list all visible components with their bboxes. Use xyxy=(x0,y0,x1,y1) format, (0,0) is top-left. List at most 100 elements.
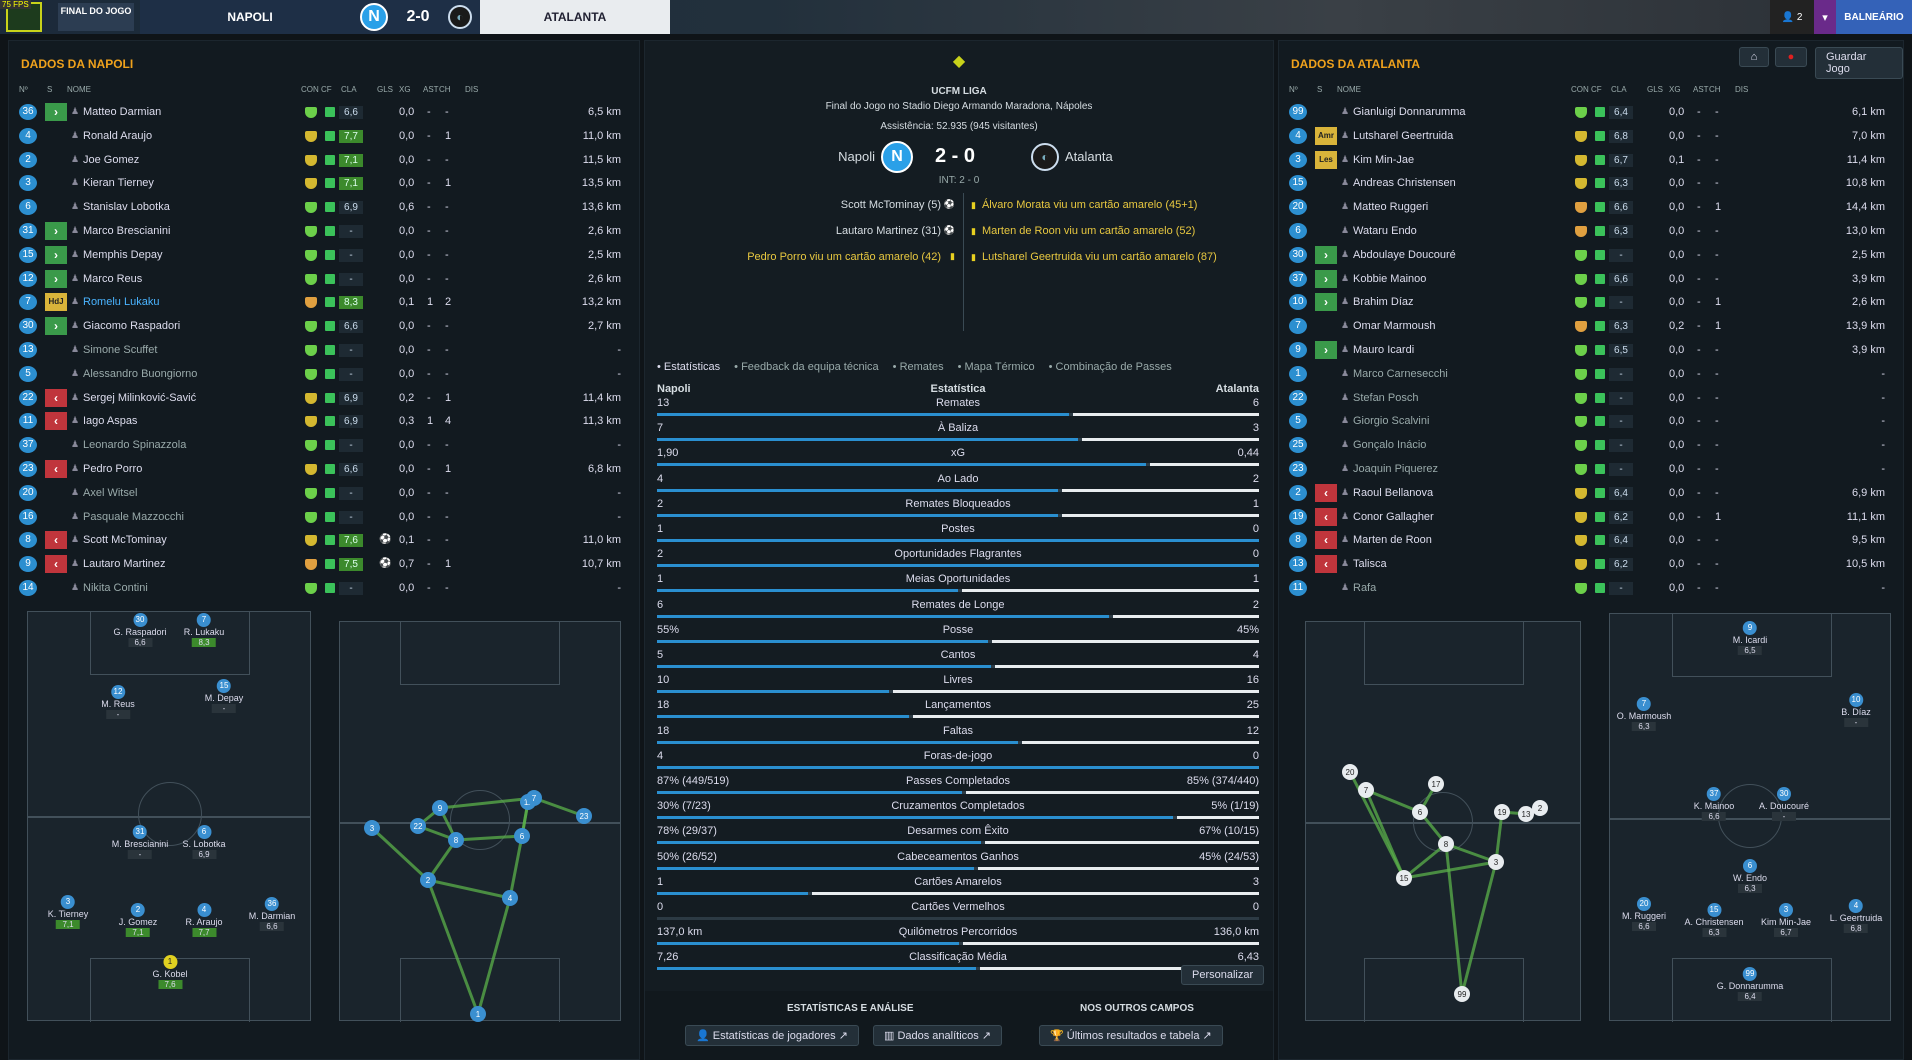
table-row[interactable]: 7 HdJ ♟ Romelu Lukaku 8,3 0,1 1 2 13,2 km xyxy=(19,291,621,315)
table-row[interactable]: 20 ♟ Matteo Ruggeri 6,6 0,0- 1 14,4 km xyxy=(1289,196,1885,220)
player-name[interactable]: Brahim Díaz xyxy=(1353,296,1414,309)
player-name[interactable]: Alessandro Buongiorno xyxy=(83,367,198,380)
pass-node[interactable] xyxy=(470,1006,486,1022)
table-row[interactable]: 31 › ♟ Marco Brescianini -0,0- -2,6 km xyxy=(19,220,621,244)
player-name[interactable]: Kieran Tierney xyxy=(83,177,154,190)
player-stats-button[interactable]: 👤 Estatísticas de jogadores ↗ xyxy=(685,1025,859,1046)
table-row[interactable]: 7 ♟ Omar Marmoush 6,3 0,2- 1 13,9 km xyxy=(1289,315,1885,339)
table-row[interactable]: 99 ♟ Gianluigi Donnarumma 6,4 0,0- -6,1 km xyxy=(1289,101,1885,125)
pass-node[interactable] xyxy=(1494,804,1510,820)
player-name[interactable]: Pasquale Mazzocchi xyxy=(83,510,184,523)
formation-player[interactable]: 2 J. Gomez 7,1 xyxy=(119,903,157,937)
player-name[interactable]: Marco Brescianini xyxy=(83,224,171,237)
table-row[interactable]: 13 ‹ ♟ Talisca 6,2 0,0- -10,5 km xyxy=(1289,553,1885,577)
player-name[interactable]: Gianluigi Donnarumma xyxy=(1353,106,1466,118)
formation-player[interactable]: 36 M. Darmian 6,6 xyxy=(249,897,295,931)
formation-player[interactable]: 31 M. Brescianini - xyxy=(112,825,168,859)
player-name[interactable]: Kobbie Mainoo xyxy=(1353,272,1427,285)
table-row[interactable]: 11 ♟ Rafa -0,0- - - xyxy=(1289,577,1885,601)
player-name[interactable]: Omar Marmoush xyxy=(1353,320,1436,333)
table-row[interactable]: 13 ♟ Simone Scuffet -0,0- - - xyxy=(19,339,621,363)
player-name[interactable]: Lautaro Martinez xyxy=(83,558,166,571)
formation-player[interactable]: 4 L. Geertruida 6,8 xyxy=(1830,899,1882,933)
table-row[interactable]: 15 › ♟ Memphis Depay -0,0- -2,5 km xyxy=(19,244,621,268)
player-name[interactable]: Stefan Posch xyxy=(1353,391,1419,404)
formation-player[interactable]: 9 M. Icardi 6,5 xyxy=(1733,621,1767,655)
player-name[interactable]: Matteo Ruggeri xyxy=(1353,201,1429,214)
pass-node[interactable] xyxy=(432,800,448,816)
player-name[interactable]: Lutsharel Geertruida xyxy=(1353,129,1454,142)
pass-node[interactable] xyxy=(1358,782,1374,798)
pass-node[interactable] xyxy=(1428,776,1444,792)
formation-player[interactable]: 3 Kim Min-Jae 6,7 xyxy=(1761,903,1811,937)
formation-player[interactable]: 10 B. Díaz - xyxy=(1841,693,1871,727)
home-icon[interactable]: ⌂ xyxy=(1739,47,1769,67)
table-row[interactable]: 37 › ♟ Kobbie Mainoo 6,6 0,0- -3,9 km xyxy=(1289,268,1885,292)
tab-1[interactable]: • Feedback da equipa técnica xyxy=(734,361,879,373)
pass-node[interactable] xyxy=(1454,986,1470,1002)
pass-node[interactable] xyxy=(1518,806,1534,822)
formation-player[interactable]: 99 G. Donnarumma 6,4 xyxy=(1717,967,1783,1001)
table-row[interactable]: 2 ‹ ♟ Raoul Bellanova 6,4 0,0- -6,9 km xyxy=(1289,482,1885,506)
table-row[interactable]: 22 ‹ ♟ Sergej Milinković-Savić 6,9 0,2- 1 11,4 … xyxy=(19,387,621,411)
analytics-button[interactable]: ▥ Dados analíticos ↗ xyxy=(873,1025,1003,1046)
pass-node[interactable] xyxy=(1488,854,1504,870)
table-row[interactable]: 25 ♟ Gonçalo Inácio -0,0- - - xyxy=(1289,434,1885,458)
player-name[interactable]: Stanislav Lobotka xyxy=(83,201,170,214)
pass-node[interactable] xyxy=(514,828,530,844)
formation-player[interactable]: 37 K. Mainoo 6,6 xyxy=(1694,787,1734,821)
table-row[interactable]: 12 › ♟ Marco Reus -0,0- -2,6 km xyxy=(19,268,621,292)
formation-player[interactable]: 6 S. Lobotka 6,9 xyxy=(182,825,226,859)
player-name[interactable]: Marco Reus xyxy=(83,272,143,285)
player-name[interactable]: Raoul Bellanova xyxy=(1353,486,1434,499)
pass-node[interactable] xyxy=(420,872,436,888)
formation-player[interactable]: 6 W. Endo 6,3 xyxy=(1733,859,1767,893)
player-name[interactable]: Scott McTominay xyxy=(83,534,167,547)
table-row[interactable]: 6 ♟ Wataru Endo 6,3 0,0- -13,0 km xyxy=(1289,220,1885,244)
pass-node[interactable] xyxy=(410,818,426,834)
results-button[interactable]: 🏆 Últimos resultados e tabela ↗ xyxy=(1039,1025,1223,1046)
formation-player[interactable]: 20 M. Ruggeri 6,6 xyxy=(1622,897,1666,931)
table-row[interactable]: 2 ♟ Joe Gomez 7,1 0,0- -11,5 km xyxy=(19,149,621,173)
formation-player[interactable]: 30 G. Raspadori 6,6 xyxy=(113,613,167,647)
player-name[interactable]: Mauro Icardi xyxy=(1353,343,1415,356)
pass-node[interactable] xyxy=(1532,800,1548,816)
table-row[interactable]: 14 ♟ Nikita Contini -0,0- - - xyxy=(19,577,621,601)
formation-player[interactable]: 1 G. Kobel 7,6 xyxy=(152,955,188,989)
formation-player[interactable]: 15 A. Christensen 6,3 xyxy=(1684,903,1744,937)
pass-node[interactable] xyxy=(1412,804,1428,820)
player-name[interactable]: Conor Gallagher xyxy=(1353,510,1434,523)
table-row[interactable]: 20 ♟ Axel Witsel -0,0- - - xyxy=(19,482,621,506)
pass-node[interactable] xyxy=(526,790,542,806)
formation-player[interactable]: 12 M. Reus - xyxy=(101,685,135,719)
table-row[interactable]: 23 ♟ Joaquin Piquerez -0,0- - - xyxy=(1289,458,1885,482)
player-name[interactable]: Pedro Porro xyxy=(83,462,143,475)
table-row[interactable]: 9 › ♟ Mauro Icardi 6,5 0,0- -3,9 km xyxy=(1289,339,1885,363)
table-row[interactable]: 11 ‹ ♟ Iago Aspas 6,9 0,3 1 4 11,3 km xyxy=(19,410,621,434)
save-game-button[interactable]: Guardar Jogo xyxy=(1815,47,1903,79)
users-button[interactable]: 👤 2 xyxy=(1770,0,1814,34)
record-icon[interactable]: ● xyxy=(1775,47,1807,67)
tab-0[interactable]: • Estatísticas xyxy=(657,361,721,373)
table-row[interactable]: 4 Amr ♟ Lutsharel Geertruida 6,8 0,0- -7,0 km xyxy=(1289,125,1885,149)
player-name[interactable]: Ronald Araujo xyxy=(83,129,153,142)
table-row[interactable]: 5 ♟ Giorgio Scalvini -0,0- - - xyxy=(1289,410,1885,434)
table-row[interactable]: 6 ♟ Stanislav Lobotka 6,9 0,6- -13,6 km xyxy=(19,196,621,220)
player-name[interactable]: Leonardo Spinazzola xyxy=(83,439,187,452)
tab-4[interactable]: • Combinação de Passes xyxy=(1048,361,1172,373)
table-row[interactable]: 37 ♟ Leonardo Spinazzola -0,0- - - xyxy=(19,434,621,458)
player-name[interactable]: Joaquin Piquerez xyxy=(1353,462,1439,475)
player-name[interactable]: Talisca xyxy=(1353,558,1387,571)
table-row[interactable]: 30 › ♟ Abdoulaye Doucouré -0,0- -2,5 km xyxy=(1289,244,1885,268)
table-row[interactable]: 16 ♟ Pasquale Mazzocchi -0,0- - - xyxy=(19,506,621,530)
formation-player[interactable]: 7 O. Marmoush 6,3 xyxy=(1617,697,1671,731)
table-row[interactable]: 3 ♟ Kieran Tierney 7,1 0,0- 1 13,5 km xyxy=(19,172,621,196)
formation-player[interactable]: 3 K. Tierney 7,1 xyxy=(48,895,88,929)
table-row[interactable]: 30 › ♟ Giacomo Raspadori 6,6 0,0- -2,7 km xyxy=(19,315,621,339)
formation-player[interactable]: 15 M. Depay - xyxy=(205,679,243,713)
player-name[interactable]: Axel Witsel xyxy=(83,486,138,499)
table-row[interactable]: 8 ‹ ♟ Marten de Roon 6,4 0,0- -9,5 km xyxy=(1289,529,1885,553)
player-name[interactable]: Giacomo Raspadori xyxy=(83,320,181,333)
pass-node[interactable] xyxy=(1342,764,1358,780)
player-name[interactable]: Marco Carnesecchi xyxy=(1353,367,1448,380)
